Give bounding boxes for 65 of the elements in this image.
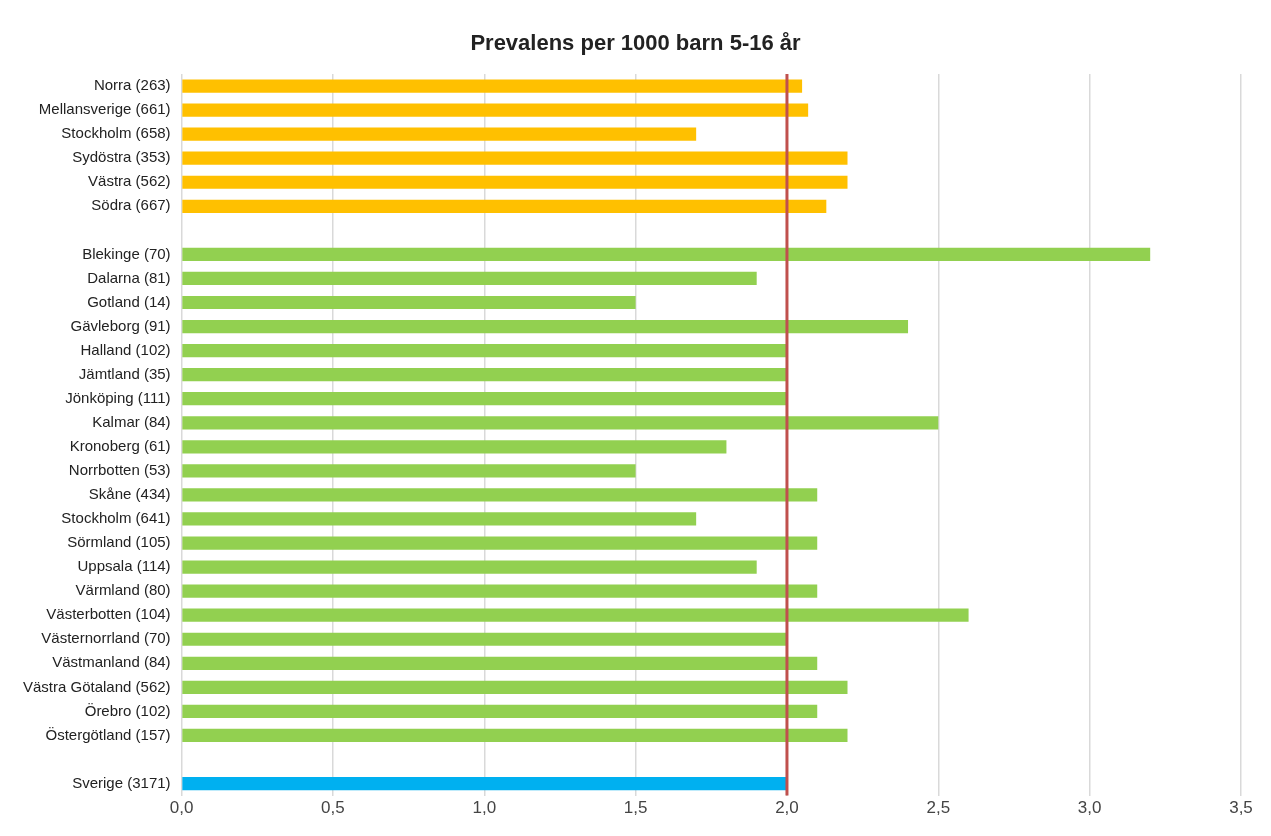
x-tick-label: 2,5 xyxy=(926,798,951,818)
bar xyxy=(182,704,818,719)
y-tick-label: Södra (667) xyxy=(91,196,171,214)
x-tick-label: 0,0 xyxy=(169,798,194,818)
x-tick-label: 0,5 xyxy=(321,798,345,818)
y-tick-label: Västernorrland (70) xyxy=(41,629,171,647)
y-tick-label: Jönköping (111) xyxy=(65,388,171,406)
bar xyxy=(182,728,848,743)
bar xyxy=(182,247,1151,262)
chart-title: Prevalens per 1000 barn 5-16 år xyxy=(469,30,802,56)
bar xyxy=(182,127,697,141)
bar xyxy=(182,319,909,334)
x-tick-label: 3,0 xyxy=(1077,798,1102,818)
y-tick-label: Värmland (80) xyxy=(75,581,171,599)
bar xyxy=(182,416,939,430)
y-tick-label: Blekinge (70) xyxy=(82,244,171,262)
y-tick-label: Jämtland (35) xyxy=(78,364,171,382)
y-tick-label: Västerbotten (104) xyxy=(46,605,171,623)
bar xyxy=(182,464,636,478)
bar xyxy=(182,488,818,502)
y-tick-label: Kronoberg (61) xyxy=(69,436,171,454)
y-tick-label: Sverige (3171) xyxy=(72,773,171,791)
bar xyxy=(182,392,787,406)
y-tick-label: Västra (562) xyxy=(88,172,171,190)
bar xyxy=(182,295,636,310)
x-tick-label: 2,0 xyxy=(775,798,799,818)
y-tick-label: Dalarna (81) xyxy=(87,268,171,286)
bar xyxy=(182,151,848,165)
bar xyxy=(182,512,697,526)
y-tick-label: Örebro (102) xyxy=(84,701,171,719)
bar xyxy=(182,344,787,358)
y-tick-label: Sörmland (105) xyxy=(67,533,171,551)
y-tick-label: Sydöstra (353) xyxy=(72,148,171,166)
bar xyxy=(182,199,827,213)
bar xyxy=(182,368,787,382)
y-tick-label: Norrbotten (53) xyxy=(68,461,171,479)
y-tick-label: Stockholm (658) xyxy=(61,124,171,142)
y-tick-label: Östergötland (157) xyxy=(45,725,171,743)
bar xyxy=(182,440,727,454)
y-tick-label: Västmanland (84) xyxy=(52,653,171,671)
y-tick-label: Kalmar (84) xyxy=(92,412,171,430)
y-tick-label: Stockholm (641) xyxy=(61,509,171,527)
bar xyxy=(182,271,757,286)
y-tick-label: Norra (263) xyxy=(93,76,171,94)
x-tick-label: 1,0 xyxy=(472,798,497,818)
y-tick-label: Mellansverige (661) xyxy=(38,100,171,118)
y-tick-label: Västra Götaland (562) xyxy=(22,677,171,695)
bar xyxy=(182,632,787,646)
bar xyxy=(182,656,818,670)
y-tick-label: Halland (102) xyxy=(80,340,171,358)
bar xyxy=(182,776,787,791)
y-tick-label: Uppsala (114) xyxy=(77,557,171,575)
y-tick-label: Skåne (434) xyxy=(88,485,171,503)
bar xyxy=(182,536,818,550)
bar xyxy=(182,103,809,117)
y-tick-label: Gävleborg (91) xyxy=(70,316,171,334)
bar xyxy=(182,79,803,93)
x-tick-label: 1,5 xyxy=(623,798,648,818)
bar xyxy=(182,584,818,598)
x-tick-label: 3,5 xyxy=(1229,798,1253,818)
bar xyxy=(182,175,848,189)
bar xyxy=(182,560,757,574)
bar xyxy=(182,608,969,622)
bar xyxy=(182,680,848,694)
y-tick-label: Gotland (14) xyxy=(87,292,171,310)
